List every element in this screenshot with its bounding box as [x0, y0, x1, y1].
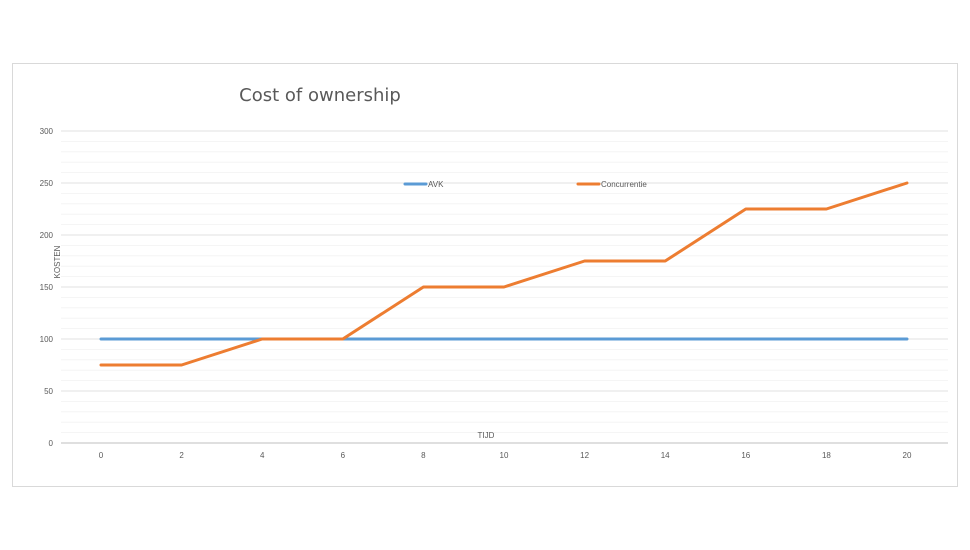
y-tick-label: 0: [49, 439, 54, 448]
x-tick-label: 16: [741, 451, 750, 460]
legend-label: AVK: [428, 180, 444, 189]
y-axis-title: KOSTEN: [53, 245, 62, 278]
x-tick-label: 12: [580, 451, 589, 460]
y-tick-label: 250: [40, 179, 54, 188]
y-tick-label: 100: [40, 335, 54, 344]
x-axis-title: TIJD: [478, 431, 495, 440]
chart-title: Cost of ownership: [239, 85, 401, 106]
x-tick-label: 18: [822, 451, 831, 460]
x-tick-label: 6: [341, 451, 346, 460]
x-tick-label: 14: [661, 451, 670, 460]
y-tick-label: 150: [40, 283, 54, 292]
chart-area: Cost of ownership 0 50 100 150 200 250 300 0 2 4…: [12, 63, 958, 487]
x-tick-label: 2: [179, 451, 184, 460]
x-axis-tick-labels: 0 2 4 6 8 10 12 14 16 18 20: [99, 451, 912, 460]
legend-label: Concurrentie: [601, 180, 647, 189]
x-tick-label: 10: [500, 451, 509, 460]
legend: AVK Concurrentie: [403, 180, 647, 189]
x-tick-label: 8: [421, 451, 426, 460]
x-tick-label: 20: [903, 451, 912, 460]
series-lines: [99, 181, 909, 367]
y-tick-label: 200: [40, 231, 54, 240]
x-tick-label: 0: [99, 451, 104, 460]
y-tick-label: 50: [44, 387, 53, 396]
series-line-concurrentie: [99, 181, 909, 367]
y-tick-label: 300: [40, 127, 54, 136]
x-tick-label: 4: [260, 451, 265, 460]
line-chart: Cost of ownership 0 50 100 150 200 250 300 0 2 4…: [40, 85, 948, 460]
y-axis-tick-labels: 0 50 100 150 200 250 300: [40, 127, 54, 448]
gridlines: [61, 130, 948, 444]
